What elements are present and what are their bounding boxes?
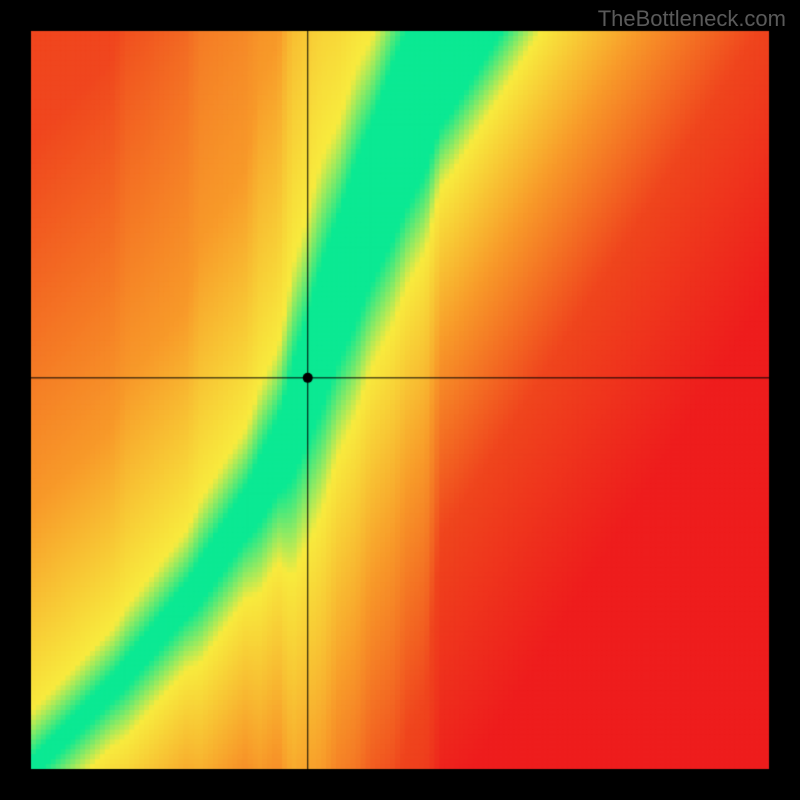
chart-container: TheBottleneck.com [0,0,800,800]
watermark-text: TheBottleneck.com [598,6,786,32]
heatmap-canvas [0,0,800,800]
